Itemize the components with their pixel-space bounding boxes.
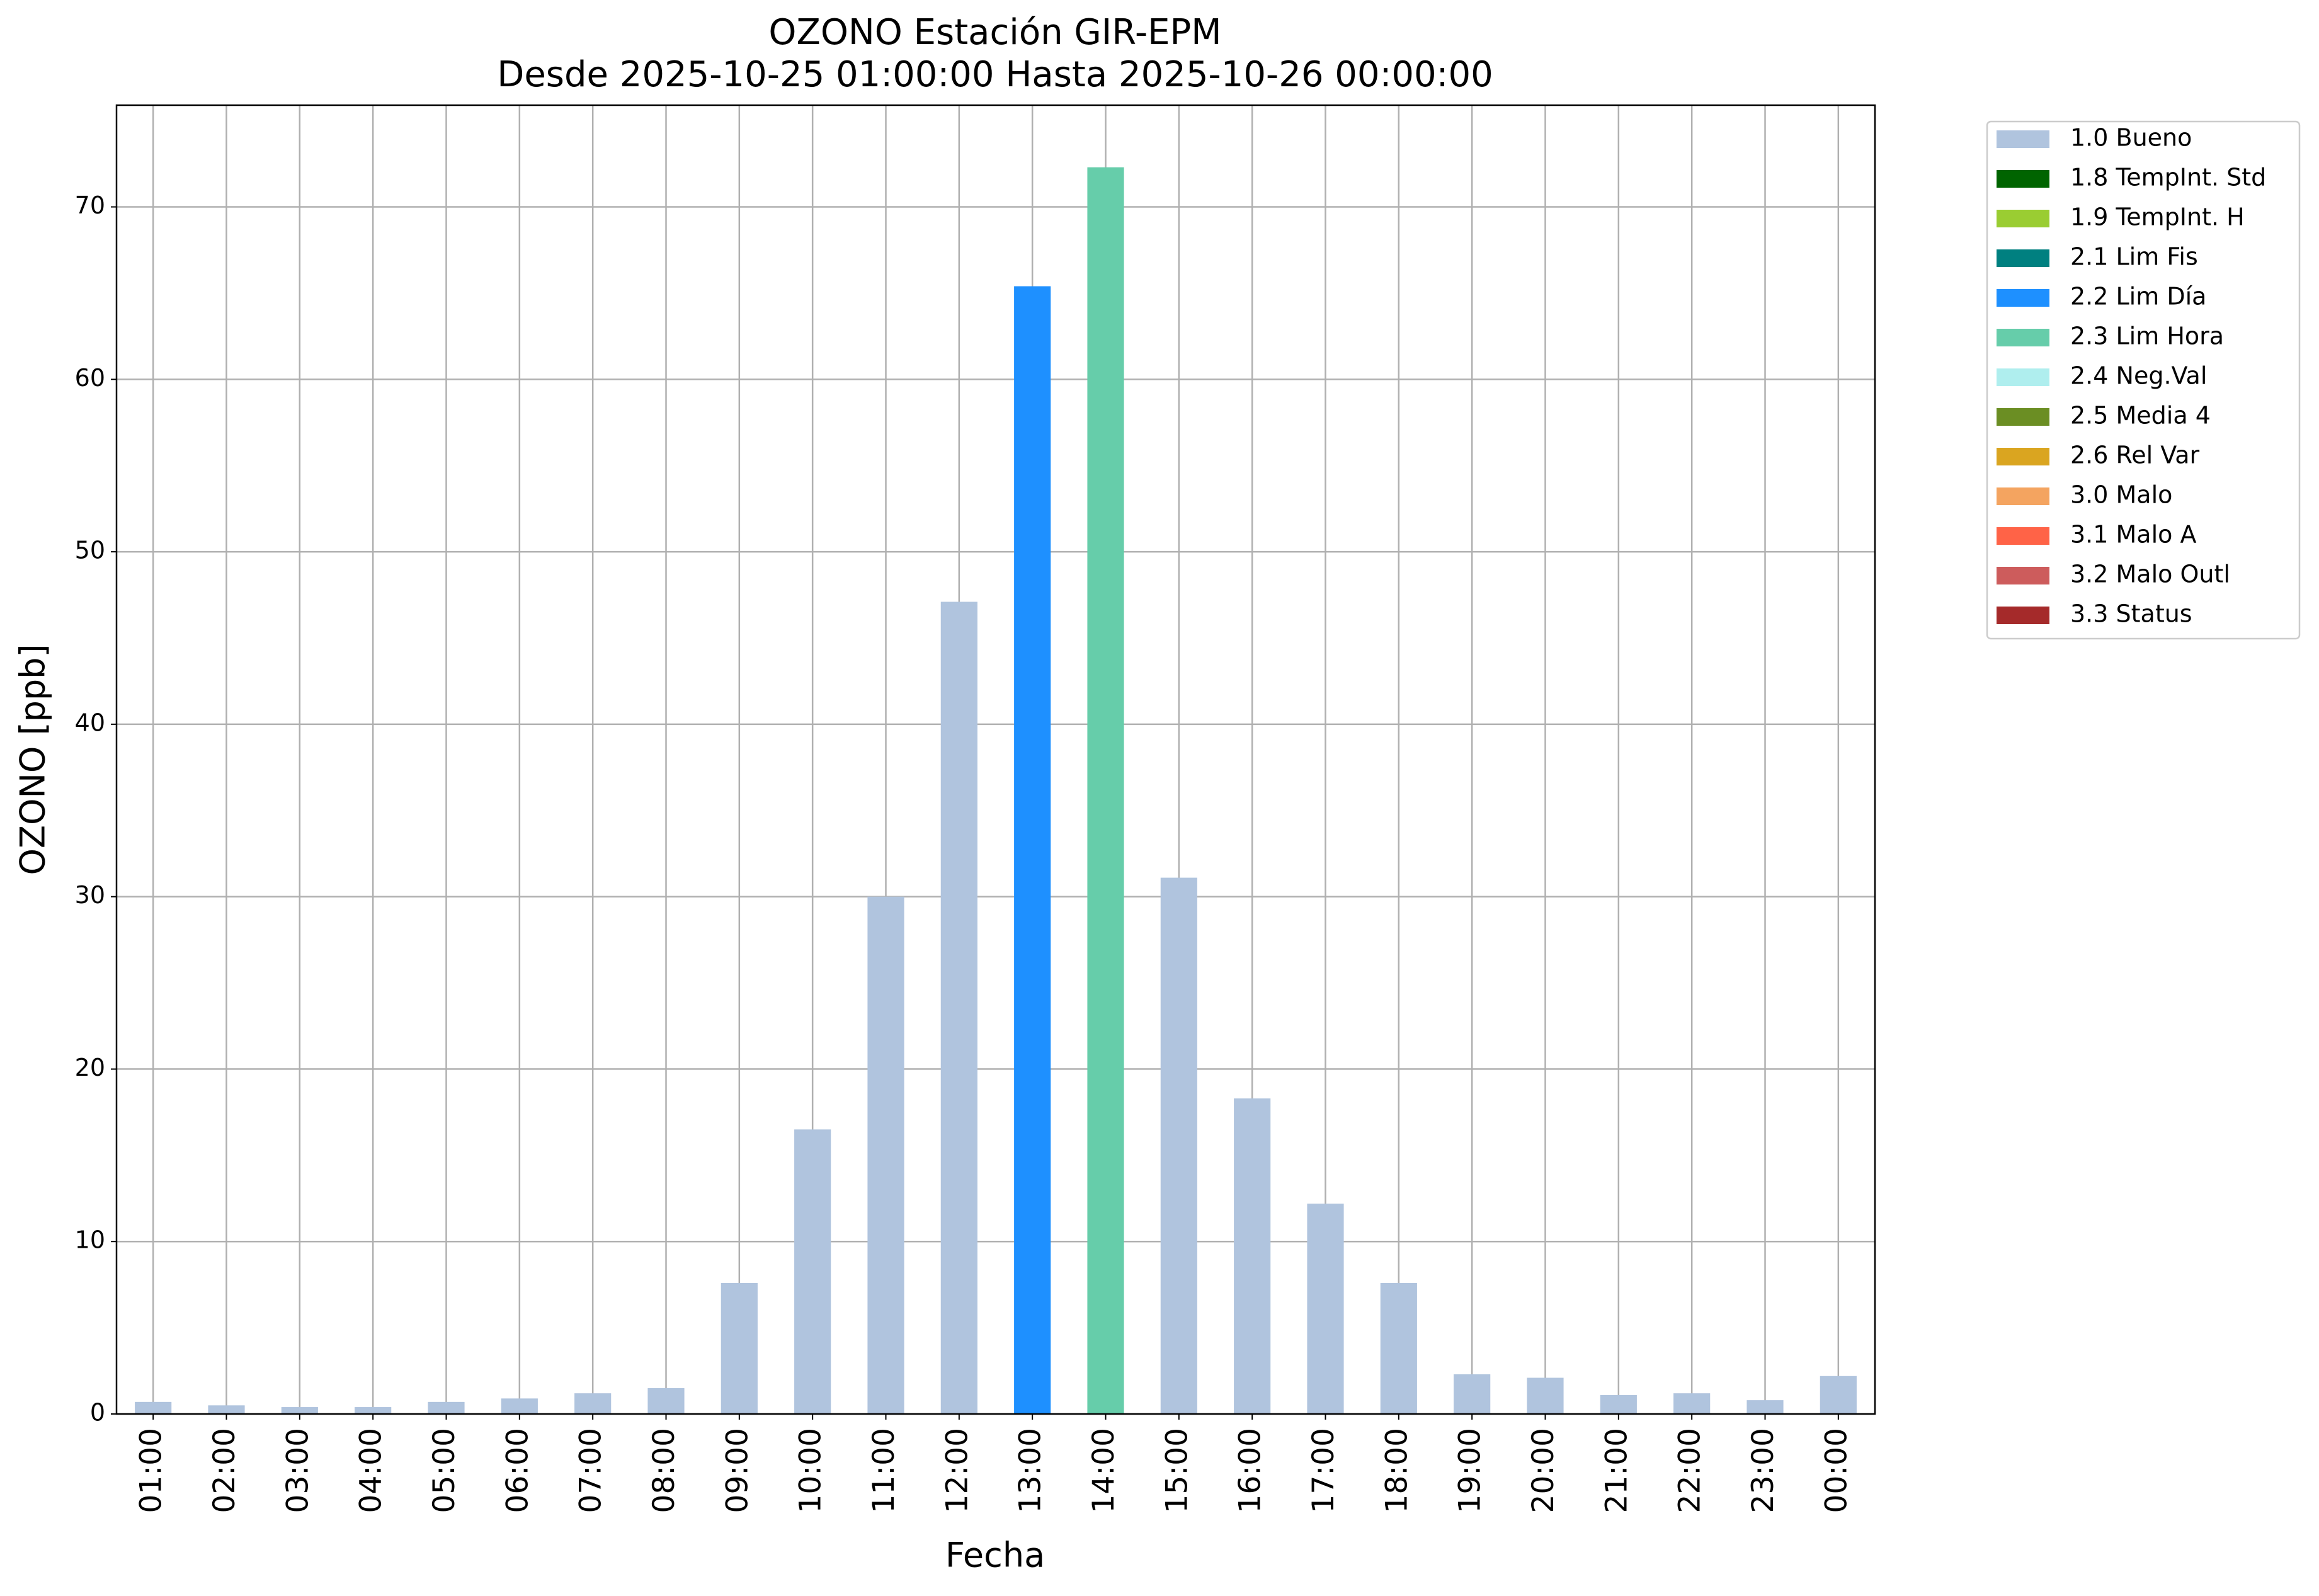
bar	[1454, 1374, 1491, 1414]
legend-label: 3.0 Malo	[2070, 481, 2172, 509]
y-tick-label: 40	[75, 709, 105, 736]
x-tick-label: 17:00	[1306, 1428, 1341, 1513]
legend-label: 1.9 TempInt. H	[2070, 203, 2245, 231]
legend-label: 2.5 Media 4	[2070, 402, 2211, 430]
y-tick-label: 0	[90, 1399, 105, 1427]
bar	[721, 1282, 758, 1414]
x-tick-label: 14:00	[1086, 1428, 1121, 1513]
legend-label: 2.1 Lim Fis	[2070, 243, 2198, 271]
bars	[135, 167, 1857, 1415]
legend-label: 2.2 Lim Día	[2070, 283, 2206, 311]
x-axis-label: Fecha	[945, 1536, 1045, 1575]
x-tick-label: 21:00	[1599, 1428, 1634, 1513]
bar	[574, 1393, 612, 1414]
legend-swatch	[1997, 607, 2049, 624]
x-tick-label: 12:00	[940, 1428, 974, 1513]
x-tick-label: 20:00	[1526, 1428, 1561, 1513]
x-tick-label: 06:00	[500, 1428, 535, 1513]
legend-label: 1.0 Bueno	[2070, 124, 2192, 152]
y-tick-label: 30	[75, 881, 105, 909]
bar	[355, 1407, 392, 1414]
legend-box	[1986, 120, 2301, 640]
x-tick-label: 18:00	[1379, 1428, 1414, 1513]
x-tick-label: 07:00	[574, 1428, 608, 1513]
legend-swatch	[1997, 130, 2049, 148]
bar	[647, 1388, 685, 1414]
x-tick-label: 19:00	[1453, 1428, 1488, 1513]
x-tick-label: 08:00	[647, 1428, 681, 1513]
legend-swatch	[1997, 408, 2049, 426]
bar	[1600, 1394, 1637, 1414]
bar	[1014, 286, 1051, 1415]
legend-label: 3.1 Malo A	[2070, 521, 2196, 549]
bar	[281, 1407, 318, 1414]
legend-swatch	[1997, 368, 2049, 386]
chart-subtitle: Desde 2025-10-25 01:00:00 Hasta 2025-10-…	[497, 54, 1493, 95]
legend-label: 2.6 Rel Var	[2070, 442, 2200, 469]
legend-swatch	[1997, 487, 2049, 505]
x-tick-label: 00:00	[1819, 1428, 1854, 1513]
x-tick-label: 05:00	[427, 1428, 462, 1513]
legend-label: 2.3 Lim Hora	[2070, 322, 2224, 350]
x-tick-label: 11:00	[867, 1428, 901, 1513]
legend-swatch	[1997, 567, 2049, 584]
bar	[208, 1405, 245, 1414]
x-tick-label: 16:00	[1233, 1428, 1268, 1513]
bar	[1673, 1393, 1711, 1414]
legend-label: 1.8 TempInt. Std	[2070, 164, 2266, 191]
y-tick-label: 20	[75, 1054, 105, 1081]
bar	[1087, 167, 1124, 1414]
chart-title: OZONO Estación GIR-EPM	[768, 12, 1221, 53]
bar	[501, 1398, 538, 1414]
bar	[940, 601, 977, 1414]
bar	[1820, 1376, 1857, 1414]
legend-label: 3.3 Status	[2070, 600, 2192, 628]
legend-swatch	[1997, 448, 2049, 465]
x-tick-label: 09:00	[720, 1428, 755, 1513]
bar	[794, 1129, 831, 1414]
legend-swatch	[1997, 210, 2049, 227]
bar	[1234, 1098, 1271, 1414]
bar	[1746, 1400, 1784, 1414]
y-axis-label: OZONO [ppb]	[13, 644, 53, 875]
x-tick-label: 02:00	[207, 1428, 242, 1513]
legend-swatch	[1997, 289, 2049, 307]
bar	[867, 896, 904, 1414]
legend: 1.0 Bueno 1.8 TempInt. Std 1.9 TempInt. H 2…	[1997, 124, 2266, 628]
axes-frame	[115, 104, 1876, 1415]
x-tick-label: 22:00	[1673, 1428, 1707, 1513]
bar	[135, 1401, 172, 1414]
bar	[1307, 1203, 1344, 1414]
grid	[117, 105, 1875, 1415]
legend-label: 3.2 Malo Outl	[2070, 561, 2230, 588]
bar	[1160, 877, 1197, 1414]
legend-swatch	[1997, 527, 2049, 545]
bar	[428, 1401, 465, 1414]
y-tick-label: 50	[75, 537, 105, 564]
y-tick-label: 10	[75, 1226, 105, 1254]
x-tick-label: 13:00	[1013, 1428, 1048, 1513]
x-tick-label: 04:00	[354, 1428, 389, 1513]
x-tick-label: 15:00	[1160, 1428, 1194, 1513]
x-tick-label: 01:00	[134, 1428, 169, 1513]
legend-swatch	[1997, 170, 2049, 188]
y-tick-label: 70	[75, 191, 105, 219]
legend-swatch	[1997, 329, 2049, 346]
legend-label: 2.4 Neg.Val	[2070, 362, 2207, 390]
legend-swatch	[1997, 249, 2049, 267]
ticks: 0 10 20 30 40 50 60 70 01:00 02:00 03:00 04:00 05:00…	[75, 191, 1854, 1513]
y-tick-label: 60	[75, 364, 105, 392]
x-tick-label: 23:00	[1746, 1428, 1781, 1513]
x-tick-label: 10:00	[794, 1428, 828, 1513]
bar	[1527, 1377, 1564, 1414]
bar	[1380, 1282, 1417, 1414]
x-tick-label: 03:00	[280, 1428, 315, 1513]
